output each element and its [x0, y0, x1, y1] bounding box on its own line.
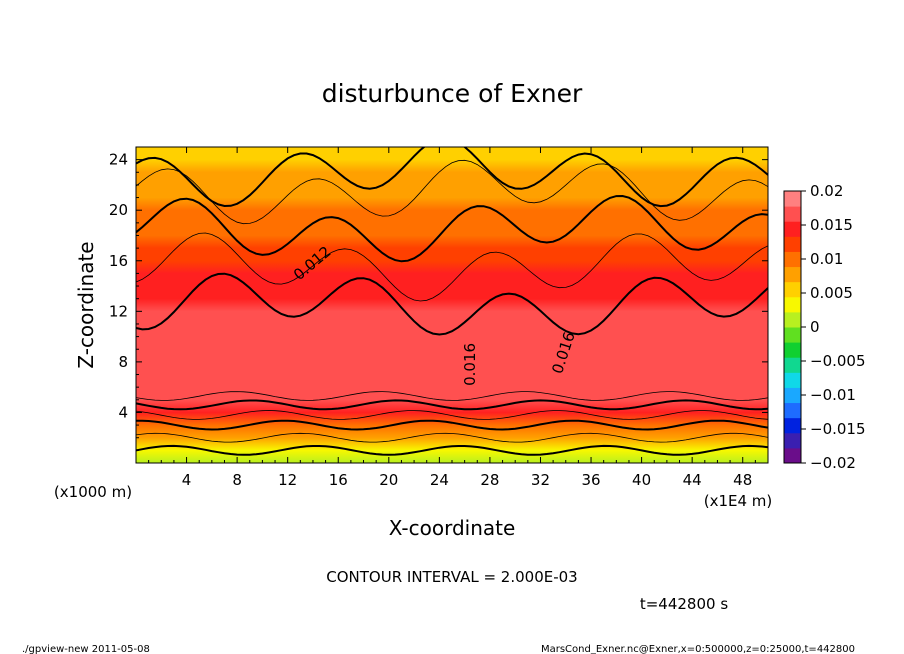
colorbar-segment	[784, 387, 801, 404]
contour-line	[136, 147, 768, 208]
contour-interval-text: CONTOUR INTERVAL = 2.000E-03	[326, 568, 577, 586]
x-unit-label: (x1E4 m)	[704, 492, 773, 510]
colorbar: 0.02 0.015 0.01 0.005 0 −0.005 −0.01 −0.015 −0.0…	[783, 182, 866, 472]
colorbar-segment	[784, 342, 801, 358]
colorbar-segment	[784, 357, 801, 373]
x-tick-label: 40	[632, 471, 651, 489]
y-tick-label: 20	[109, 201, 128, 219]
chart-title: disturbunce of Exner	[322, 79, 583, 108]
y-tick-label: 16	[109, 252, 128, 270]
x-axis-label: X-coordinate	[389, 516, 516, 540]
contour-label: 0.016	[461, 343, 479, 386]
x-tick-label: 8	[232, 471, 242, 489]
colorbar-tick-label: 0.02	[810, 182, 843, 200]
y-tick-label: 8	[118, 353, 128, 371]
colorbar-tick-label: 0.015	[810, 216, 853, 234]
x-axis: 4 8 12 16 20 24 28 32 36 40 44 48	[148, 147, 756, 489]
colorbar-tick-label: 0	[810, 318, 820, 336]
contour-line	[136, 399, 768, 411]
contour-line	[136, 232, 768, 302]
contour-line	[136, 410, 768, 420]
colorbar-segment	[784, 311, 801, 328]
x-tick-label: 4	[182, 471, 192, 489]
footer-right: MarsCond_Exner.nc@Exner,x=0:500000,z=0:2…	[541, 644, 855, 654]
colorbar-tick-label: −0.02	[810, 454, 856, 472]
x-tick-label: 12	[278, 471, 297, 489]
colorbar-segment	[784, 236, 801, 252]
y-tick-label: 24	[109, 151, 128, 169]
x-tick-label: 44	[683, 471, 702, 489]
y-unit-label: (x1000 m)	[54, 483, 132, 501]
colorbar-segment	[784, 447, 801, 464]
colorbar-tick-label: −0.005	[810, 352, 866, 370]
contour-line	[136, 419, 768, 431]
x-tick-label: 28	[480, 471, 499, 489]
colorbar-segment	[784, 372, 801, 388]
colorbar-tick-label: −0.015	[810, 420, 866, 438]
contour-line	[136, 272, 768, 336]
colorbar-segment	[784, 191, 801, 207]
colorbar-segment	[784, 206, 801, 222]
colorbar-segment	[784, 417, 801, 434]
x-tick-label: 36	[581, 471, 600, 489]
colorbar-tick-label: −0.01	[810, 386, 856, 404]
colorbar-segment	[784, 402, 801, 419]
x-tick-label: 24	[430, 471, 449, 489]
y-axis-label: Z-coordinate	[74, 241, 98, 368]
colorbar-tick-label: 0.005	[810, 284, 853, 302]
contour-line	[136, 444, 768, 456]
contour-line	[136, 391, 768, 401]
plot-area	[135, 146, 769, 464]
time-text: t=442800 s	[640, 595, 728, 613]
colorbar-segment	[784, 432, 801, 449]
x-tick-label: 32	[531, 471, 550, 489]
colorbar-segment	[784, 266, 801, 283]
heatmap-field	[136, 147, 768, 463]
y-axis: 4 8 12 16 20 24	[109, 151, 768, 451]
colorbar-segment	[784, 327, 801, 343]
y-tick-label: 4	[118, 403, 128, 421]
contour-line	[136, 432, 768, 443]
contour-line	[136, 159, 768, 225]
colorbar-segment	[784, 251, 801, 268]
contour-lines	[136, 147, 768, 456]
colorbar-segment	[784, 296, 801, 313]
colorbar-segment	[784, 221, 801, 237]
x-tick-label: 16	[329, 471, 348, 489]
x-tick-label: 48	[733, 471, 752, 489]
y-tick-label: 12	[109, 302, 128, 320]
colorbar-tick-label: 0.01	[810, 250, 843, 268]
contour-line	[136, 194, 768, 263]
x-tick-label: 20	[379, 471, 398, 489]
colorbar-segment	[784, 281, 801, 298]
footer-left: ./gpview-new 2011-05-08	[22, 644, 150, 654]
